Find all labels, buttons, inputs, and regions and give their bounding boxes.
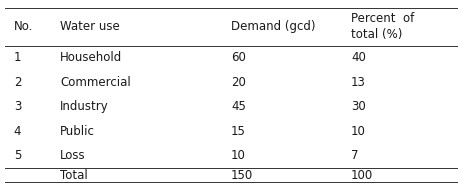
Text: No.: No. bbox=[14, 20, 33, 33]
Text: Loss: Loss bbox=[60, 149, 85, 162]
Text: Water use: Water use bbox=[60, 20, 120, 33]
Text: Household: Household bbox=[60, 51, 122, 64]
Text: 10: 10 bbox=[351, 125, 366, 138]
Text: 15: 15 bbox=[231, 125, 246, 138]
Text: 1: 1 bbox=[14, 51, 21, 64]
Text: 7: 7 bbox=[351, 149, 359, 162]
Text: Percent  of
total (%): Percent of total (%) bbox=[351, 12, 414, 41]
Text: 60: 60 bbox=[231, 51, 246, 64]
Text: Total: Total bbox=[60, 169, 88, 182]
Text: Public: Public bbox=[60, 125, 95, 138]
Text: 20: 20 bbox=[231, 76, 246, 89]
Text: 2: 2 bbox=[14, 76, 21, 89]
Text: 40: 40 bbox=[351, 51, 366, 64]
Text: 4: 4 bbox=[14, 125, 21, 138]
Text: 13: 13 bbox=[351, 76, 366, 89]
Text: 45: 45 bbox=[231, 100, 246, 113]
Text: 10: 10 bbox=[231, 149, 246, 162]
Text: 5: 5 bbox=[14, 149, 21, 162]
Text: 30: 30 bbox=[351, 100, 366, 113]
Text: Commercial: Commercial bbox=[60, 76, 131, 89]
Text: Industry: Industry bbox=[60, 100, 109, 113]
Text: 150: 150 bbox=[231, 169, 253, 182]
Text: 100: 100 bbox=[351, 169, 373, 182]
Text: 3: 3 bbox=[14, 100, 21, 113]
Text: Demand (gcd): Demand (gcd) bbox=[231, 20, 316, 33]
